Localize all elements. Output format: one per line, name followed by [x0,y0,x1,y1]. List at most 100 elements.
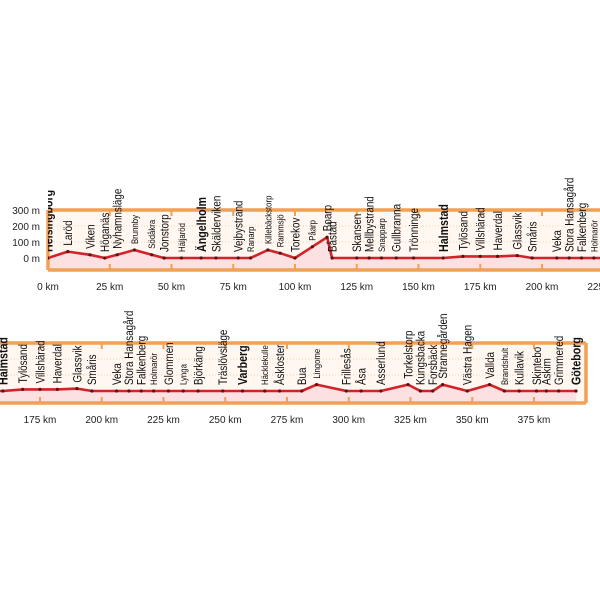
station-dot [236,256,240,260]
elevation-area [48,237,600,270]
station-dot [344,389,348,393]
panel-1: 0 km 25 km 50 km 75 km 100 km 125 km 150 km 175… [12,178,600,293]
station-dot [461,254,465,258]
station-dot [277,389,282,393]
station-dot [567,256,571,260]
y-tick-label: 200 m [12,222,40,233]
x-tick-label: 225 km [147,415,180,426]
station-label: Halmstad [436,204,451,252]
station-dot [431,389,435,393]
station-dot [367,256,371,260]
station-label: Träslövsläge [217,330,230,385]
panel-2: 175 km 200 km 225 km 250 km 275 km 300 km 325 … [0,311,588,426]
station-label: Boarp [322,205,335,231]
station-label: Haverdal [52,344,65,383]
station-label: Haverdal [492,211,505,250]
station-label: Skälderviken [210,196,223,252]
station-label: Åsa [354,367,368,385]
x-tick-label: 375 km [518,415,551,426]
station-label: Lynga [178,364,189,385]
x-tick-label: 75 km [220,282,247,293]
x-tick-label: 325 km [394,415,427,426]
station-dot [517,389,521,393]
elevation-line [0,383,576,393]
station-dot [579,256,584,260]
station-dot [132,248,137,252]
station-label: Holmarör [589,220,600,252]
station-dot [293,256,297,260]
station-dot [534,389,539,393]
station-dot [406,383,410,387]
station-label: Asserlund [375,341,388,385]
station-label: Göteborg [569,337,584,385]
x-tick-label: 200 km [526,282,559,293]
profile-group [48,235,600,270]
station-dot [75,387,79,391]
station-label: Gullbranna [391,203,404,252]
station-dot [515,254,519,258]
station-label: Grimmered [553,336,566,385]
y-tick-label: 100 m [12,238,40,249]
station-label: Lingome [311,349,322,379]
station-label: Skansen [351,214,364,252]
station-dot [379,256,384,260]
x-tick-label: 225 km [587,282,600,293]
station-label: Villshärad [475,207,488,250]
station-dot [592,256,596,260]
station-label: Åskloster [273,344,287,385]
station-label: Ängelholm [193,197,209,252]
station-dot [300,389,304,393]
station-dot [574,389,578,393]
station-label: Jonstorp [159,214,172,252]
station-dot [359,389,363,393]
station-label: Falkenberg [576,203,589,252]
station-label: Torkelstorp [403,330,416,378]
station-dot [90,389,94,393]
station-dot [127,389,131,393]
station-label: Veka [111,362,124,385]
station-dot [530,256,534,260]
station-dot [152,389,156,393]
x-tick-label: 0 km [37,282,59,293]
station-dot [555,256,559,260]
elevation-line [48,235,600,260]
x-tick-label: 200 km [85,415,118,426]
station-label: Trönninge [408,208,421,252]
station-dot [544,389,548,393]
station-label: Holmarör [148,353,159,385]
station-label: Nyhamnsläge [112,189,125,249]
station-dot [557,389,561,393]
station-dot [379,389,383,393]
x-tick-label: 350 km [456,415,489,426]
station-label: Askim [541,358,554,385]
station-label: Rammsjö [275,214,286,247]
station-dot [139,389,143,393]
station-labels: TrönningeHalmstadTylösandVillshäradHaver… [0,311,584,393]
station-dot [166,389,171,393]
station-label: Vejbystrand [233,201,246,252]
station-dot [1,389,5,393]
station-label: Påarp [307,220,318,241]
station-label: Vallda [484,351,497,378]
station-dot [495,254,500,258]
station-label: Frillesås [341,348,354,385]
x-tick-label: 125 km [340,282,373,293]
station-dot [162,256,166,260]
station-dot [355,256,359,260]
station-dot [21,387,25,391]
station-label: Viken [84,224,97,248]
station-label: Torekov [289,217,302,252]
station-label: Västra Hagen [462,325,475,385]
x-tick-label: 175 km [464,282,497,293]
station-dot [465,389,469,393]
station-label: Stora Hansagård [564,178,577,252]
x-tick-label: 100 km [279,282,312,293]
station-label: Häcklekulle [259,345,270,385]
station-dot [240,389,245,393]
station-dot [278,251,282,255]
x-tick-label: 50 km [158,282,185,293]
station-label: Kungsbacka [415,330,428,385]
station-dot [221,389,225,393]
station-label: Killebäckstorp [263,195,274,244]
station-label: Veka [551,229,564,252]
